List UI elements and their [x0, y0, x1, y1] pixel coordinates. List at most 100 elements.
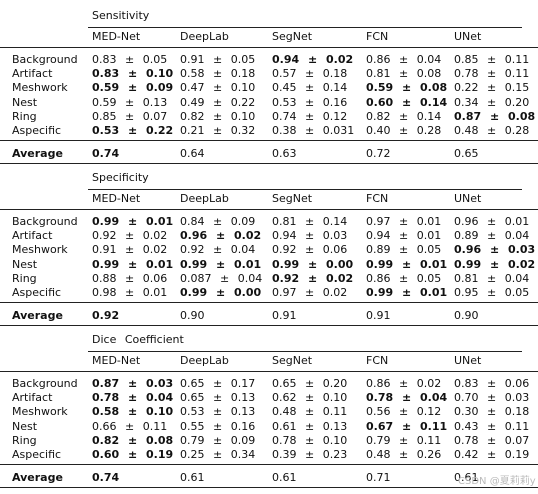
column-header: SegNet — [272, 192, 313, 205]
cell: 0.86 ± 0.05 — [366, 271, 442, 285]
cell: 0.78 ± 0.10 — [272, 433, 348, 447]
cell: 0.92 ± 0.04 — [180, 243, 256, 257]
column-header: FCN — [366, 354, 389, 367]
cell: 0.65 ± 0.17 — [180, 377, 256, 390]
cell: 0.89 ± 0.04 — [454, 229, 530, 243]
cell: 0.87 ± 0.08 — [454, 109, 536, 123]
row-label: Aspecific — [12, 124, 62, 137]
column-header: DeepLab — [180, 192, 229, 205]
cell: 0.65 ± 0.20 — [272, 377, 348, 390]
cell: 0.78 ± 0.04 — [366, 391, 448, 405]
row-label: Artifact — [12, 67, 53, 81]
cell: 0.53 ± 0.22 — [92, 124, 174, 137]
cell: 0.79 ± 0.09 — [180, 433, 256, 447]
row-label: Ring — [12, 433, 37, 447]
rule — [88, 351, 522, 352]
cell: 0.61 — [272, 471, 297, 484]
row-label: Average — [12, 147, 63, 160]
cell: 0.99 ± 0.01 — [366, 286, 448, 299]
cell: 0.78 ± 0.04 — [92, 391, 174, 405]
cell: 0.45 ± 0.14 — [272, 81, 348, 95]
cell: 0.74 — [92, 147, 120, 160]
cell: 0.40 ± 0.28 — [366, 124, 442, 137]
cell: 0.90 — [180, 309, 205, 322]
row-label: Average — [12, 471, 63, 484]
cell: 0.96 ± 0.02 — [180, 229, 262, 243]
cell: 0.43 ± 0.11 — [454, 419, 530, 433]
cell: 0.66 ± 0.11 — [92, 419, 168, 433]
column-header: DeepLab — [180, 30, 229, 43]
row-label: Aspecific — [12, 286, 62, 299]
cell: 0.58 ± 0.18 — [180, 67, 256, 81]
rule — [0, 140, 538, 141]
cell: 0.82 ± 0.14 — [366, 109, 442, 123]
rule — [0, 371, 538, 372]
cell: 0.85 ± 0.07 — [92, 109, 168, 123]
row-label: Background — [12, 377, 78, 390]
cell: 0.78 ± 0.07 — [454, 433, 530, 447]
row-label: Nest — [12, 95, 38, 109]
column-header: UNet — [454, 354, 482, 367]
cell: 0.92 ± 0.06 — [272, 243, 348, 257]
cell: 0.88 ± 0.06 — [92, 271, 168, 285]
rule — [0, 163, 538, 164]
cell: 0.97 ± 0.01 — [366, 215, 442, 228]
cell: 0.92 ± 0.02 — [272, 271, 354, 285]
cell: 0.60 ± 0.14 — [366, 95, 448, 109]
row-label: Average — [12, 309, 63, 322]
cell: 0.99 ± 0.01 — [92, 257, 174, 271]
row-label: Background — [12, 215, 78, 228]
cell: 0.92 ± 0.02 — [92, 229, 168, 243]
cell: 0.53 ± 0.16 — [272, 95, 348, 109]
cell: 0.65 — [454, 147, 479, 160]
rule — [0, 464, 538, 465]
rule — [0, 209, 538, 210]
cell: 0.64 — [180, 147, 205, 160]
row-label: Meshwork — [12, 243, 68, 257]
cell: 0.48 ± 0.26 — [366, 448, 442, 461]
cell: 0.99 ± 0.00 — [272, 257, 354, 271]
cell: 0.98 ± 0.01 — [92, 286, 168, 299]
cell: 0.58 ± 0.10 — [92, 405, 174, 419]
cell: 0.71 — [366, 471, 391, 484]
cell: 0.81 ± 0.04 — [454, 271, 530, 285]
cell: 0.78 ± 0.11 — [454, 67, 530, 81]
row-label: Background — [12, 53, 78, 66]
cell: 0.99 ± 0.01 — [92, 215, 174, 228]
cell: 0.86 ± 0.04 — [366, 53, 442, 66]
rule — [0, 487, 538, 488]
cell: 0.84 ± 0.09 — [180, 215, 256, 228]
cell: 0.95 ± 0.05 — [454, 286, 530, 299]
cell: 0.83 ± 0.06 — [454, 377, 530, 390]
row-label: Nest — [12, 419, 38, 433]
column-header: UNet — [454, 192, 482, 205]
cell: 0.99 ± 0.01 — [180, 257, 262, 271]
row-label: Ring — [12, 271, 37, 285]
cell: 0.65 ± 0.13 — [180, 391, 256, 405]
cell: 0.25 ± 0.34 — [180, 448, 256, 461]
section-title: Specificity — [92, 171, 149, 184]
column-header: SegNet — [272, 354, 313, 367]
cell: 0.48 ± 0.28 — [454, 124, 530, 137]
cell: 0.70 ± 0.03 — [454, 391, 530, 405]
cell: 0.91 — [366, 309, 391, 322]
cell: 0.97 ± 0.02 — [272, 286, 348, 299]
cell: 0.94 ± 0.03 — [272, 229, 348, 243]
cell: 0.22 ± 0.15 — [454, 81, 530, 95]
cell: 0.48 ± 0.11 — [272, 405, 348, 419]
column-header: MED-Net — [92, 30, 141, 43]
cell: 0.72 — [366, 147, 391, 160]
cell: 0.99 ± 0.01 — [366, 257, 448, 271]
row-label: Nest — [12, 257, 38, 271]
cell: 0.53 ± 0.13 — [180, 405, 256, 419]
cell: 0.60 ± 0.19 — [92, 448, 174, 461]
cell: 0.59 ± 0.09 — [92, 81, 174, 95]
row-label: Artifact — [12, 391, 53, 405]
row-label: Artifact — [12, 229, 53, 243]
cell: 0.39 ± 0.23 — [272, 448, 348, 461]
column-header: DeepLab — [180, 354, 229, 367]
row-label: Meshwork — [12, 81, 68, 95]
cell: 0.99 ± 0.02 — [454, 257, 536, 271]
cell: 0.30 ± 0.18 — [454, 405, 530, 419]
